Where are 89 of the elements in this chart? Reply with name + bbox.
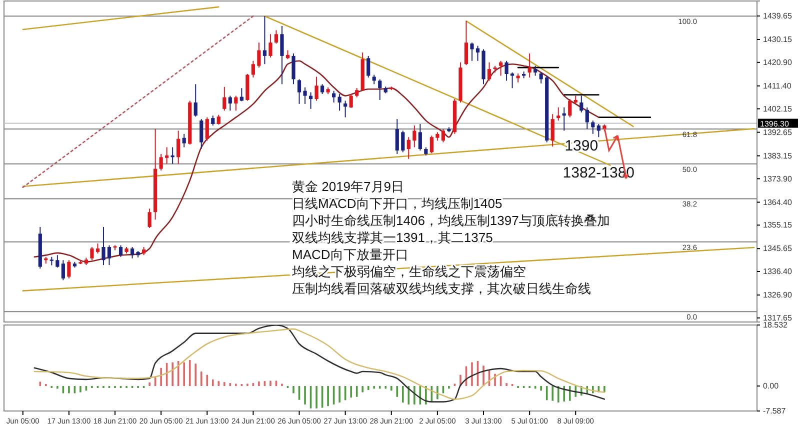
candlestick: [118, 244, 123, 258]
candlestick: [274, 30, 278, 44]
y-tick-label: 1336.40: [763, 267, 792, 276]
candlestick: [268, 34, 272, 58]
y-tick-label: 1439.65: [763, 12, 792, 21]
candlestick: [102, 226, 106, 266]
candlestick: [596, 124, 600, 138]
annotation: 压制均线看回落破双线均线支撑，其次破日线生命线: [292, 281, 591, 296]
candlestick: [556, 106, 560, 122]
annotation: 双线均线支撑其一1391，其二1375: [292, 230, 493, 245]
candlestick: [406, 136, 410, 160]
candlestick: [96, 243, 100, 254]
candlestick: [441, 128, 445, 143]
candlestick: [550, 114, 554, 148]
candlestick: [280, 25, 284, 85]
ref-line-label: 1396.30: [760, 119, 790, 128]
y-tick-label: 1411.40: [763, 81, 792, 90]
y-tick-label: 18.532: [763, 320, 788, 330]
candlestick: [338, 94, 342, 112]
y-tick-label: 1420.90: [763, 58, 792, 67]
y-tick-label: 0.00: [763, 382, 780, 391]
candlestick: [476, 45, 480, 62]
candlestick: [504, 60, 508, 82]
y-tick-label: 1345.65: [763, 244, 792, 254]
candlestick: [528, 52, 532, 78]
candlestick: [262, 16, 267, 65]
candlestick: [366, 55, 370, 78]
candlestick: [349, 94, 353, 108]
candlestick: [585, 106, 589, 130]
candlestick: [251, 60, 255, 78]
candlestick: [194, 84, 198, 118]
candlestick: [176, 130, 180, 164]
candlestick: [130, 246, 134, 259]
y-tick-label: 1317.65: [763, 313, 792, 322]
candlestick: [107, 244, 112, 266]
candlestick: [395, 118, 399, 154]
candlestick: [332, 90, 336, 103]
candlestick: [61, 260, 65, 281]
candlestick: [355, 88, 359, 98]
candlestick: [498, 60, 503, 76]
candlestick: [222, 86, 226, 112]
candlestick: [182, 133, 186, 148]
candlestick: [165, 146, 169, 164]
candlestick: [234, 95, 238, 112]
candlestick: [401, 130, 405, 153]
candlestick: [308, 92, 313, 110]
y-tick-label: 1355.15: [763, 220, 792, 230]
y-tick-label: 1364.40: [763, 198, 792, 207]
candlestick: [228, 95, 232, 112]
annotation: 1390: [564, 138, 598, 155]
annotation: 四小时生命线压制1406，均线压制1397与顶底转换叠加: [292, 213, 610, 228]
candlestick: [344, 100, 348, 118]
candlestick: [159, 153, 163, 172]
candlestick: [314, 76, 318, 102]
y-tick-label: 1326.90: [763, 290, 792, 300]
candlestick: [378, 78, 382, 100]
y-tick-label: 1383.15: [763, 151, 792, 160]
annotation: 日线MACD向下开口，均线压制1405: [292, 196, 502, 211]
candlestick: [216, 114, 220, 125]
y-tick-label: 1430.15: [763, 35, 792, 44]
candlestick: [292, 52, 296, 85]
candlestick: [211, 115, 215, 126]
candlestick: [464, 20, 468, 66]
candlestick: [257, 42, 261, 68]
candlestick: [539, 72, 543, 84]
candlestick: [372, 74, 376, 85]
candlestick: [412, 124, 416, 148]
candlestick: [320, 84, 324, 95]
annotation: MACD向下放量开口: [292, 247, 408, 262]
candlestick: [56, 254, 60, 268]
y-tick-label: -7.587: [763, 406, 786, 416]
candlestick: [67, 260, 71, 279]
candlestick: [148, 208, 152, 228]
candlestick: [418, 124, 422, 151]
y-tick-label: 1402.15: [763, 104, 792, 114]
y-tick-label: 1373.90: [763, 174, 792, 184]
candlestick: [470, 42, 474, 62]
y-tick-label: 1392.65: [763, 128, 792, 137]
candlestick: [534, 65, 538, 76]
candlestick: [487, 62, 492, 82]
annotation: 黄金 2019年7月9日: [292, 179, 404, 194]
candlestick: [580, 95, 584, 113]
candlestick: [568, 98, 572, 118]
candlestick: [90, 246, 94, 261]
candlestick: [200, 118, 204, 150]
candlestick: [303, 86, 307, 104]
candlestick: [430, 135, 434, 154]
candlestick: [297, 78, 302, 104]
candlestick: [205, 116, 209, 142]
